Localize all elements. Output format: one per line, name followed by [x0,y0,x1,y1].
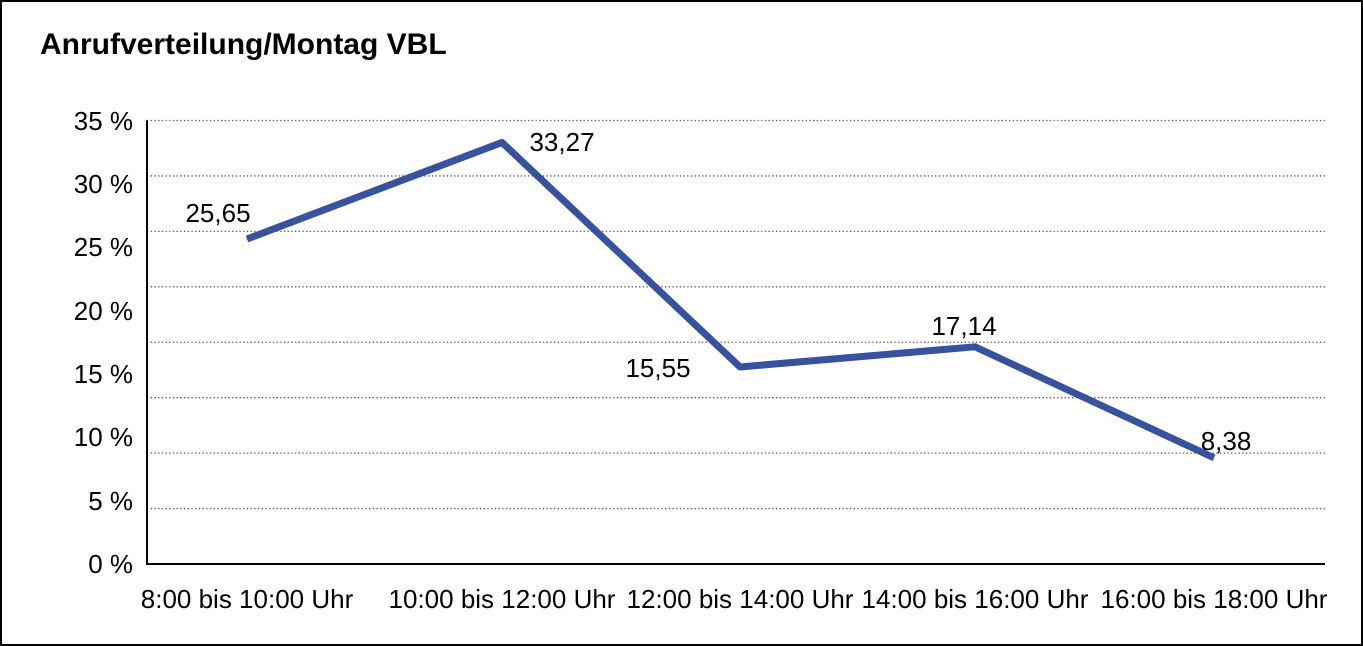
x-tick-label: 12:00 bis 14:00 Uhr [626,584,854,614]
y-tick-label: 20 % [73,295,133,326]
data-line [245,138,1216,461]
x-tick-label: 16:00 bis 18:00 Uhr [1100,584,1328,614]
y-tick-label: 35 % [73,105,133,136]
data-point-label: 17,14 [931,310,997,341]
x-tick-label: 14:00 bis 16:00 Uhr [861,584,1089,614]
data-point-label: 25,65 [185,197,251,228]
x-tick-label: 10:00 bis 12:00 Uhr [388,584,616,614]
y-tick-label: 5 % [88,485,133,516]
y-tick-label: 0 % [88,549,133,579]
y-tick-label: 10 % [73,422,133,453]
data-point-label: 15,55 [625,352,691,383]
y-tick-label: 15 % [73,358,133,389]
y-tick-label: 25 % [73,232,133,263]
data-point-label: 33,27 [529,127,595,158]
data-point-label: 8,38 [1200,425,1252,456]
x-tick-label: 8:00 bis 10:00 Uhr [140,584,354,614]
y-tick-label: 30 % [73,168,133,199]
chart-title: Anrufverteilung/Montag VBL [40,28,447,61]
